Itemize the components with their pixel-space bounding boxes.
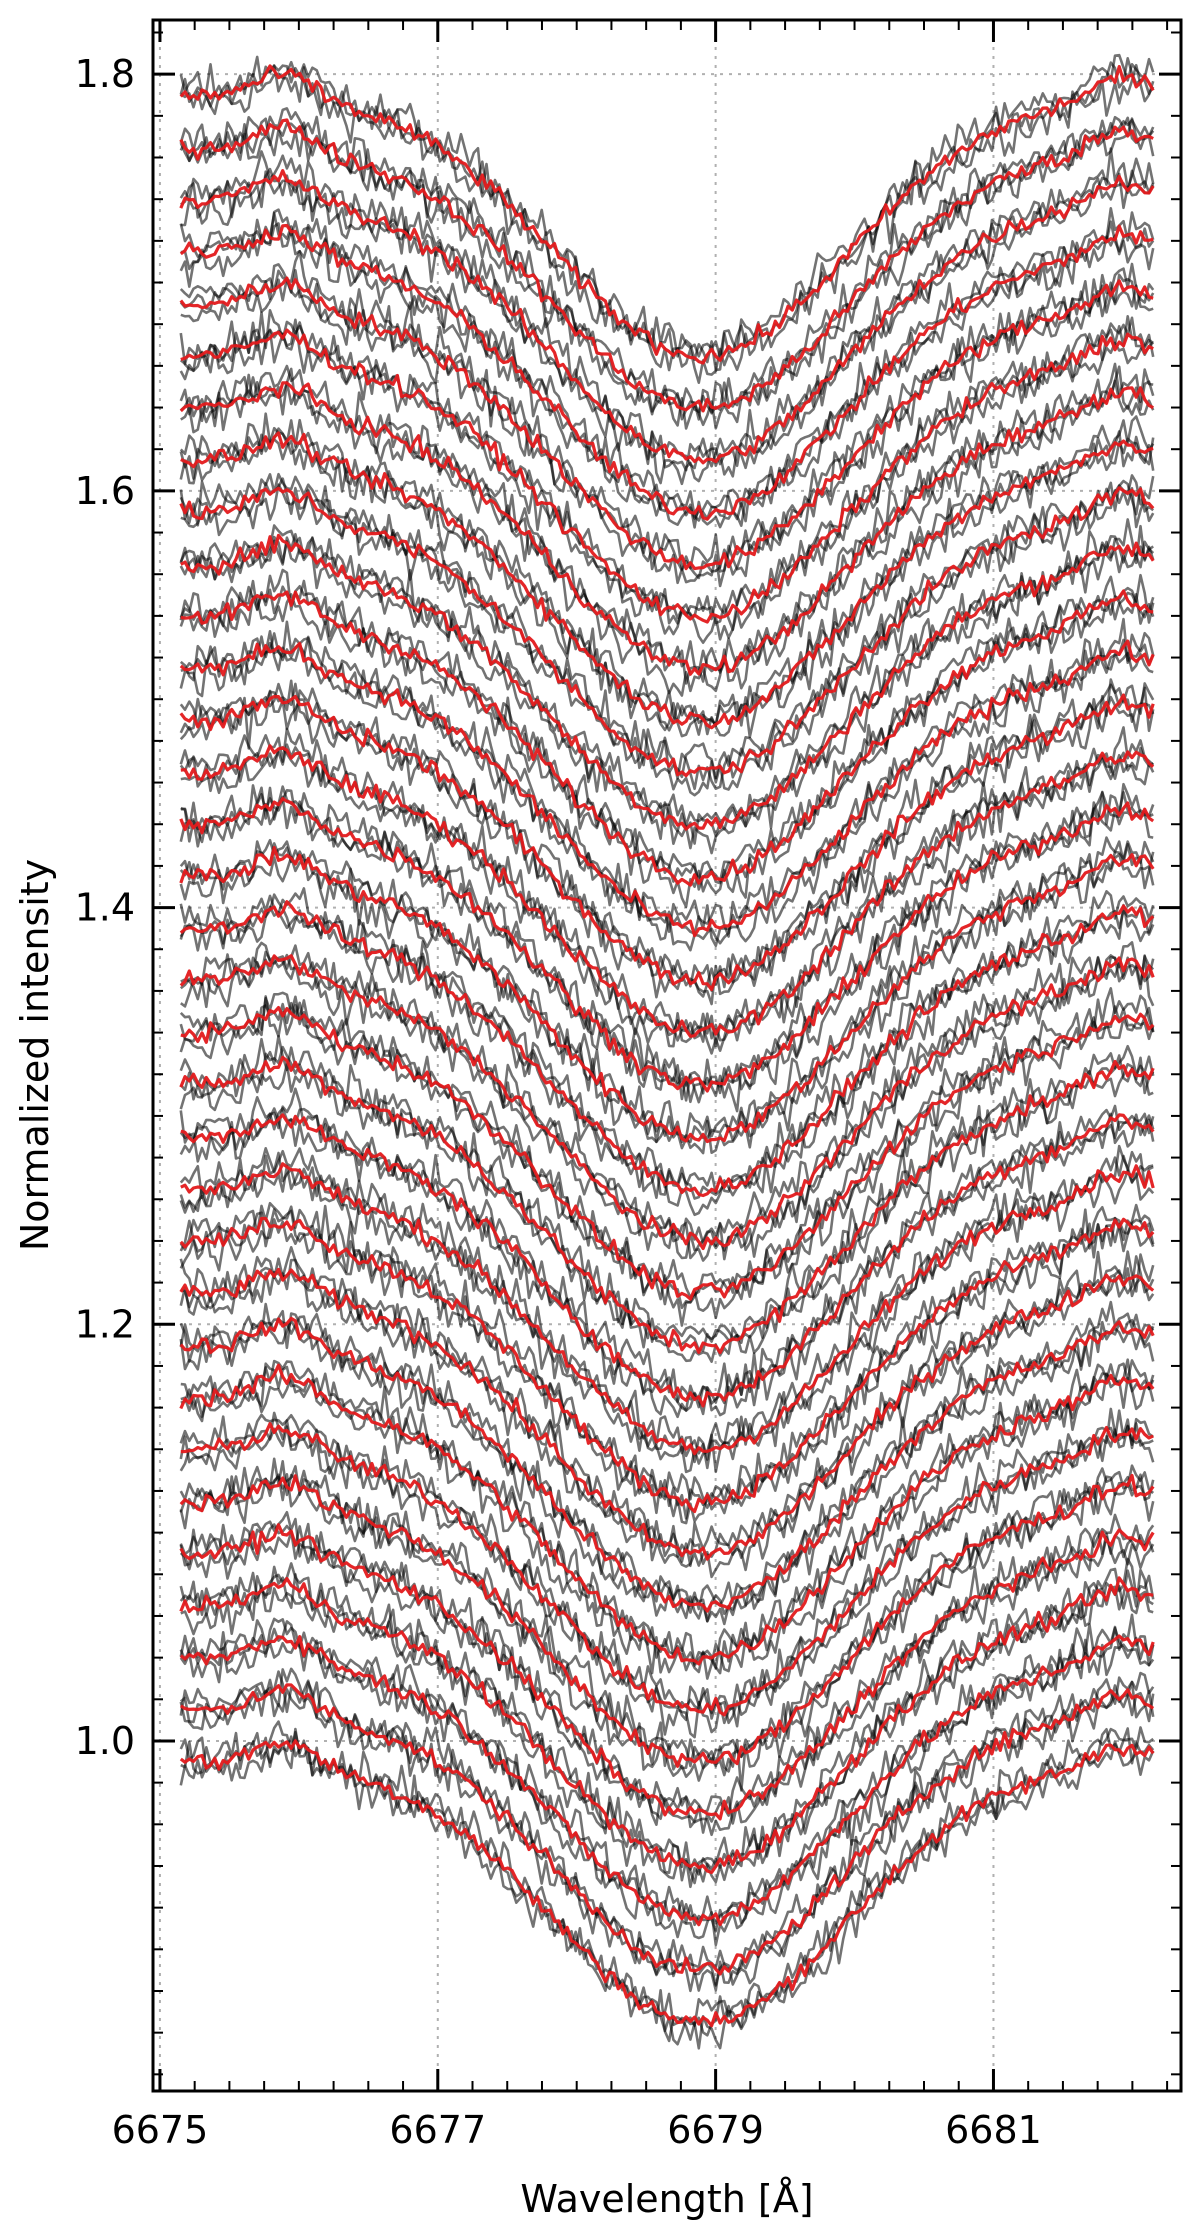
axis-ticks: [153, 20, 1181, 2091]
model-trace-15-0: [179, 846, 1155, 1144]
y-tick-label-2: 1.4: [75, 886, 135, 930]
observed-trace-23-1: [180, 1255, 1155, 1565]
observed-trace-1-1: [179, 115, 1155, 421]
model-trace-27-0: [179, 1473, 1155, 1768]
model-trace-8-0: [179, 486, 1155, 778]
model-trace-16-0: [179, 900, 1155, 1198]
observed-trace-16-0: [179, 903, 1155, 1217]
model-trace-11-0: [179, 639, 1155, 938]
observed-trace-18-2: [179, 987, 1155, 1299]
model-trace-10-0: [180, 589, 1154, 887]
observed-trace-23-0: [179, 1267, 1155, 1579]
observed-trace-10-1: [179, 579, 1155, 891]
model-trace-19-0: [179, 1055, 1155, 1355]
model-trace-9-0: [180, 533, 1155, 831]
y-tick-label-4: 1.8: [75, 52, 135, 96]
observed-trace-8-2: [179, 472, 1155, 780]
model-trace-21-0: [180, 1162, 1155, 1456]
model-trace-5-0: [180, 328, 1154, 624]
model-trace-26-0: [180, 1422, 1154, 1717]
model-trace-7-0: [180, 431, 1154, 730]
x-axis-label: Wavelength [Å]: [520, 2177, 813, 2221]
y-axis-label: Normalized intensity: [13, 859, 57, 1251]
y-tick-label-1: 1.2: [75, 1302, 135, 1346]
observed-trace-3-2: [179, 207, 1155, 522]
model-trace-12-0: [179, 693, 1155, 992]
observed-trace-20-2: [179, 1087, 1155, 1416]
observed-trace-15-2: [179, 836, 1155, 1144]
model-trace-22-0: [179, 1216, 1155, 1514]
observed-trace-22-2: [179, 1201, 1155, 1509]
observed-trace-0-2: [179, 53, 1155, 359]
observed-trace-19-2: [179, 1034, 1155, 1344]
plot-frame: [151, 18, 1183, 2093]
observed-trace-1-2: [179, 107, 1155, 414]
observed-trace-7-2: [179, 412, 1155, 727]
observed-trace-5-2: [179, 309, 1154, 621]
observed-trace-24-2: [179, 1300, 1155, 1611]
x-tick-label-0: 6675: [112, 2108, 209, 2152]
x-tick-label-3: 6681: [945, 2108, 1042, 2152]
observed-trace-16-2: [179, 887, 1155, 1194]
observed-trace-13-0: [180, 746, 1155, 1055]
model-trace-14-0: [179, 797, 1155, 1093]
observed-trace-24-1: [179, 1309, 1155, 1623]
observed-trace-4-2: [179, 249, 1155, 573]
model-trace-0-0: [179, 64, 1155, 365]
observed-trace-1-0: [179, 117, 1155, 430]
model-trace-3-0: [179, 223, 1154, 521]
observed-trace-5-0: [179, 318, 1155, 644]
observed-trace-30-1: [179, 1619, 1155, 1933]
model-trace-30-0: [179, 1634, 1155, 1927]
observed-trace-26-2: [179, 1409, 1154, 1722]
observed-trace-30-2: [179, 1613, 1155, 1925]
model-trace-20-0: [180, 1113, 1155, 1408]
x-tick-label-2: 6679: [667, 2108, 764, 2152]
observed-trace-31-2: [179, 1667, 1155, 1972]
observed-trace-12-2: [179, 679, 1155, 992]
model-trace-17-0: [179, 954, 1155, 1251]
model-trace-6-0: [179, 381, 1154, 676]
observed-trace-13-2: [179, 726, 1155, 1048]
observed-trace-2-0: [180, 170, 1155, 486]
spectra-traces: [179, 53, 1155, 2050]
x-tick-label-1: 6677: [389, 2108, 486, 2152]
observed-trace-31-0: [179, 1681, 1155, 1993]
observed-trace-28-1: [179, 1523, 1155, 1834]
observed-trace-20-0: [179, 1107, 1155, 1419]
model-trace-1-0: [179, 118, 1154, 413]
y-tick-labels: 1.0 1.2 1.4 1.6 1.8: [75, 52, 135, 1763]
observed-trace-21-2: [179, 1147, 1154, 1464]
observed-trace-4-0: [180, 276, 1154, 588]
model-trace-32-0: [179, 1739, 1155, 2028]
observed-trace-17-0: [180, 950, 1155, 1262]
model-trace-24-0: [179, 1316, 1155, 1613]
observed-trace-13-1: [179, 743, 1154, 1043]
observed-trace-0-0: [180, 63, 1155, 384]
y-tick-label-3: 1.6: [75, 469, 135, 513]
observed-trace-12-1: [179, 678, 1155, 998]
observed-trace-32-2: [179, 1720, 1155, 2027]
model-trace-13-0: [180, 744, 1155, 1038]
model-trace-18-0: [180, 1006, 1155, 1301]
model-trace-2-0: [179, 169, 1155, 465]
observed-trace-6-2: [179, 362, 1154, 683]
model-trace-31-0: [179, 1683, 1155, 1976]
model-trace-23-0: [179, 1267, 1155, 1561]
model-trace-25-0: [179, 1363, 1155, 1666]
observed-trace-29-1: [179, 1565, 1154, 1883]
observed-trace-9-0: [179, 535, 1155, 855]
observed-trace-29-2: [179, 1557, 1155, 1885]
y-tick-label-0: 1.0: [75, 1719, 135, 1763]
model-trace-29-0: [179, 1576, 1154, 1875]
model-trace-28-0: [179, 1523, 1155, 1821]
x-tick-labels: 6675 6677 6679 6681: [112, 2108, 1042, 2152]
observed-trace-9-2: [179, 518, 1155, 828]
model-trace-4-0: [179, 276, 1154, 571]
